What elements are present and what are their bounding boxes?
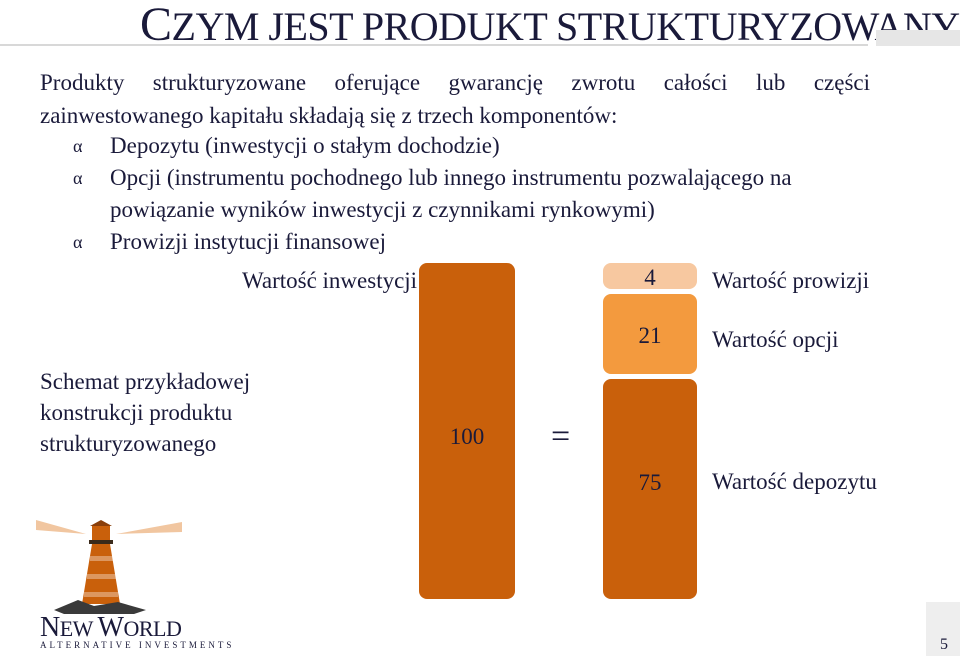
title-underline (0, 44, 868, 46)
component-list: α Depozytu (inwestycji o stałym dochodzi… (40, 130, 880, 258)
title-rest: ZYM JEST PRODUKT STRUKTURYZOWANY? (171, 4, 960, 49)
title-decoration (876, 30, 960, 46)
deposit-label: Wartość depozytu (712, 469, 877, 494)
footer-decoration (926, 602, 960, 656)
investment-bar (419, 263, 515, 599)
page-number: 5 (940, 636, 948, 653)
alpha-bullet-icon: α (73, 232, 83, 252)
option-bar (603, 294, 697, 374)
deposit-bar (603, 379, 697, 599)
scheme-line: konstrukcji produktu (40, 400, 233, 425)
bullet-text: Depozytu (inwestycji o stałym dochodzie) (110, 133, 500, 158)
deposit-value: 75 (638, 470, 662, 495)
bullet-text: Prowizji instytucji finansowej (110, 229, 386, 254)
list-item: α Opcji (instrumentu pochodnego lub inne… (40, 162, 880, 226)
brand-tagline: ALTERNATIVE INVESTMENTS (40, 640, 235, 650)
commission-value: 4 (644, 265, 656, 290)
commission-bar (603, 263, 697, 289)
scheme-line: Schemat przykładowej (40, 369, 251, 394)
brand-name: NEW WORLD (40, 612, 182, 643)
list-item: α Prowizji instytucji finansowej (40, 226, 880, 258)
lighthouse-logo-icon (36, 520, 182, 614)
investment-value: 100 (449, 424, 485, 449)
scheme-line: strukturyzowanego (40, 431, 217, 456)
bullet-text: Opcji (instrumentu pochodnego lub innego… (110, 165, 792, 222)
title-first-letter: C (140, 0, 172, 51)
scheme-caption: Schemat przykładowej konstrukcji produkt… (40, 366, 250, 459)
option-value: 21 (638, 323, 662, 348)
alpha-bullet-icon: α (73, 136, 83, 156)
list-item: α Depozytu (inwestycji o stałym dochodzi… (40, 130, 880, 162)
option-label: Wartość opcji (712, 327, 839, 352)
investment-label: Wartość inwestycji (242, 268, 418, 293)
intro-paragraph: Produkty strukturyzowane oferujące gwara… (40, 70, 870, 128)
commission-label: Wartość prowizji (712, 268, 870, 293)
equals-sign: = (551, 418, 571, 455)
slide-title: CZYM JEST PRODUKT STRUKTURYZOWANY? (140, 0, 960, 51)
alpha-bullet-icon: α (73, 168, 83, 188)
